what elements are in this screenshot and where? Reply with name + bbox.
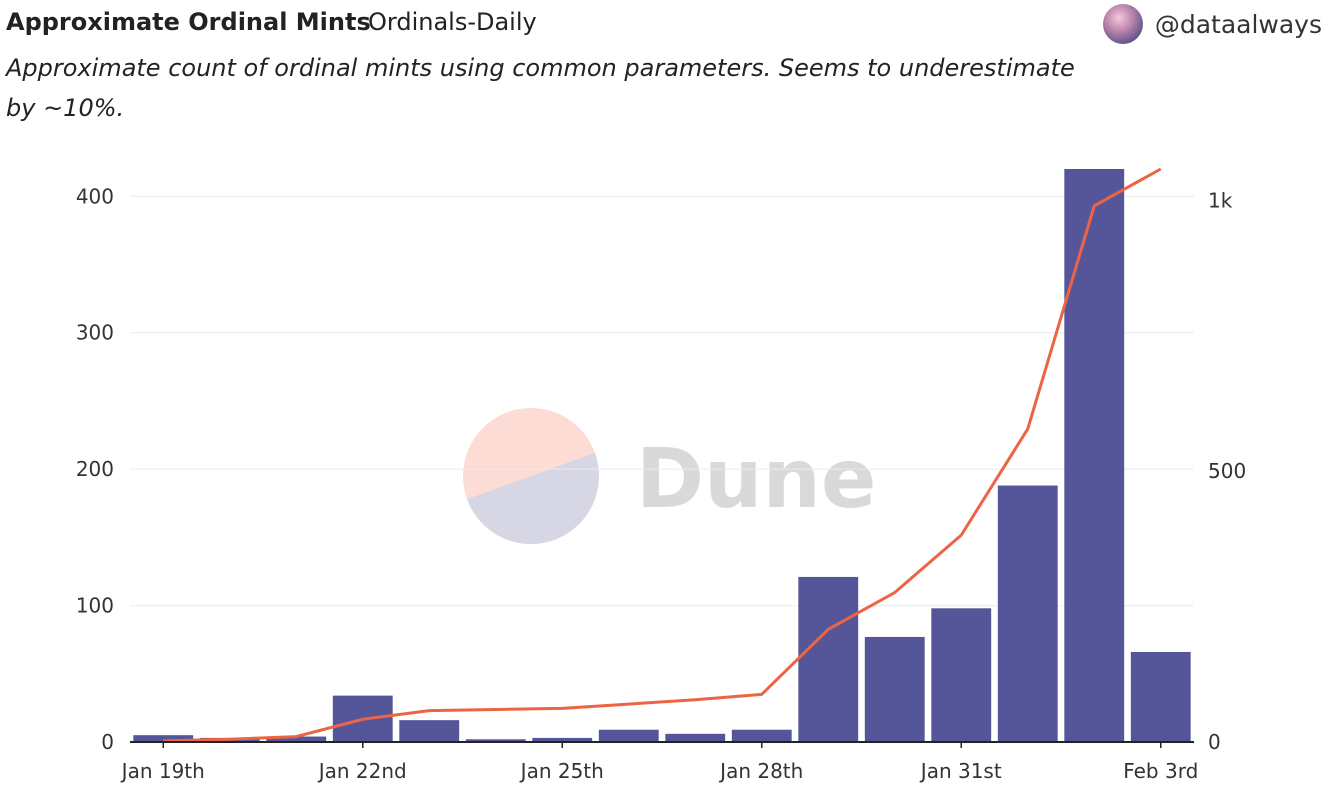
bar	[532, 737, 593, 742]
x-tick-label: Jan 19th	[120, 759, 205, 783]
bar	[997, 485, 1058, 742]
x-tick-label: Feb 3rd	[1123, 759, 1198, 783]
y-left-tick-label: 200	[76, 457, 114, 481]
watermark-text: Dune	[636, 432, 876, 527]
bar	[864, 636, 925, 742]
bar	[731, 729, 792, 742]
bar	[665, 733, 726, 742]
chart-title: Approximate Ordinal Mints	[6, 8, 371, 36]
y-left-tick-label: 400	[76, 184, 114, 208]
author-link[interactable]: @dataalways	[1102, 4, 1322, 44]
chart-description: Approximate count of ordinal mints using…	[6, 54, 1075, 122]
y-right-tick-label: 0	[1208, 730, 1221, 754]
y-right-tick-label: 500	[1208, 459, 1246, 483]
avatar	[1102, 4, 1143, 44]
x-tick-label: Jan 22nd	[317, 759, 407, 783]
y-left-tick-label: 100	[76, 594, 114, 618]
bar	[931, 608, 992, 742]
x-tick-label: Jan 28th	[718, 759, 803, 783]
watermark-logo-lower-icon	[467, 452, 599, 544]
x-tick-label: Jan 31st	[919, 759, 1002, 783]
bar	[1064, 169, 1125, 742]
x-tick-label: Jan 25th	[519, 759, 604, 783]
bar	[598, 729, 659, 742]
chart-header: Approximate Ordinal Mints Ordinals-Daily…	[6, 4, 1322, 44]
bar	[399, 720, 460, 742]
y-left-tick-label: 300	[76, 321, 114, 345]
bar	[465, 739, 526, 742]
y-right-tick-label: 1k	[1208, 188, 1233, 212]
bar	[266, 736, 327, 742]
y-left-tick-label: 0	[101, 730, 114, 754]
bar	[1130, 651, 1191, 742]
dune-watermark: Dune	[463, 408, 876, 544]
bar	[133, 735, 194, 742]
chart-subtitle: Ordinals-Daily	[368, 8, 537, 36]
bar	[798, 576, 859, 742]
series-line	[163, 167, 1162, 743]
author-name: @dataalways	[1154, 9, 1322, 39]
